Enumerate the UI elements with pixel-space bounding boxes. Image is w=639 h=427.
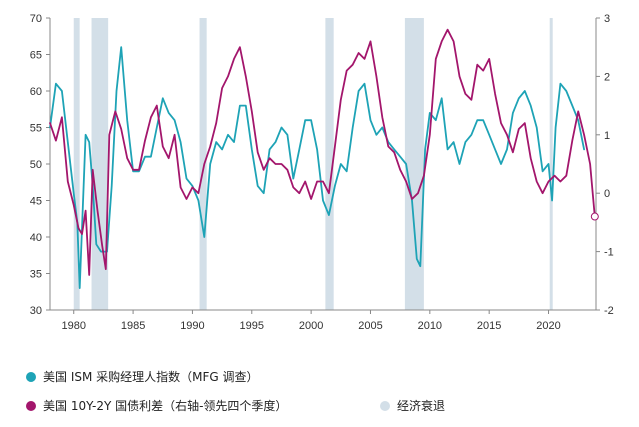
x-tick-label-2015: 2015: [477, 320, 501, 332]
left-tick-label-35: 35: [30, 269, 42, 281]
left-tick-label-40: 40: [30, 232, 42, 244]
spread-series-line: [49, 28, 596, 276]
right-tick-label--2: -2: [604, 305, 614, 317]
x-tick-label-2005: 2005: [358, 320, 382, 332]
legend-item-recession: 经济衰退: [380, 397, 445, 414]
x-tick-label-1990: 1990: [180, 320, 204, 332]
recession-band-3: [325, 18, 334, 310]
recession-band-0: [73, 18, 80, 310]
series-lines: [49, 28, 599, 290]
right-tick-label-3: 3: [604, 13, 610, 25]
left-tick-label-30: 30: [30, 305, 42, 317]
ism-series-line: [49, 46, 585, 290]
right-tick-label-1: 1: [604, 130, 610, 142]
x-tick-label-1980: 1980: [61, 320, 85, 332]
recession-band-4: [404, 18, 424, 310]
left-tick-label-50: 50: [30, 159, 42, 171]
axes: [46, 17, 600, 314]
ism-legend-label: 美国 ISM 采购经理人指数（MFG 调查）: [43, 370, 259, 384]
ism-legend-swatch: [26, 371, 36, 382]
tick-labels: 30 35 40 45 50 55 60 65 70 -2 -1 0 1 2 3 1980 1985 1990 19…: [30, 13, 614, 332]
right-tick-label-2: 2: [604, 71, 610, 83]
x-tick-label-1985: 1985: [121, 320, 145, 332]
x-tick-label-2010: 2010: [418, 320, 442, 332]
recession-bands: [73, 18, 553, 310]
right-tick-label--1: -1: [604, 247, 614, 259]
spread-legend-label: 美国 10Y-2Y 国债利差（右轴-领先四个季度）: [43, 399, 288, 413]
x-tick-label-1995: 1995: [240, 320, 264, 332]
legend-item-ism: 美国 ISM 采购经理人指数（MFG 调查）: [26, 368, 259, 385]
recession-band-5: [549, 18, 553, 310]
right-tick-label-0: 0: [604, 188, 610, 200]
left-tick-label-70: 70: [30, 13, 42, 25]
left-tick-label-45: 45: [30, 196, 42, 208]
recession-legend-swatch: [380, 400, 390, 411]
x-tick-label-2020: 2020: [536, 320, 560, 332]
legend-item-spread: 美国 10Y-2Y 国债利差（右轴-领先四个季度）: [26, 397, 287, 414]
left-tick-label-65: 65: [30, 50, 42, 62]
recession-band-2: [199, 18, 207, 310]
spread-legend-swatch: [26, 400, 36, 411]
x-tick-label-2000: 2000: [299, 320, 323, 332]
recession-legend-label: 经济衰退: [397, 399, 446, 413]
left-tick-label-55: 55: [30, 123, 42, 135]
spread-series-end-marker: [590, 212, 599, 221]
left-tick-label-60: 60: [30, 86, 42, 98]
